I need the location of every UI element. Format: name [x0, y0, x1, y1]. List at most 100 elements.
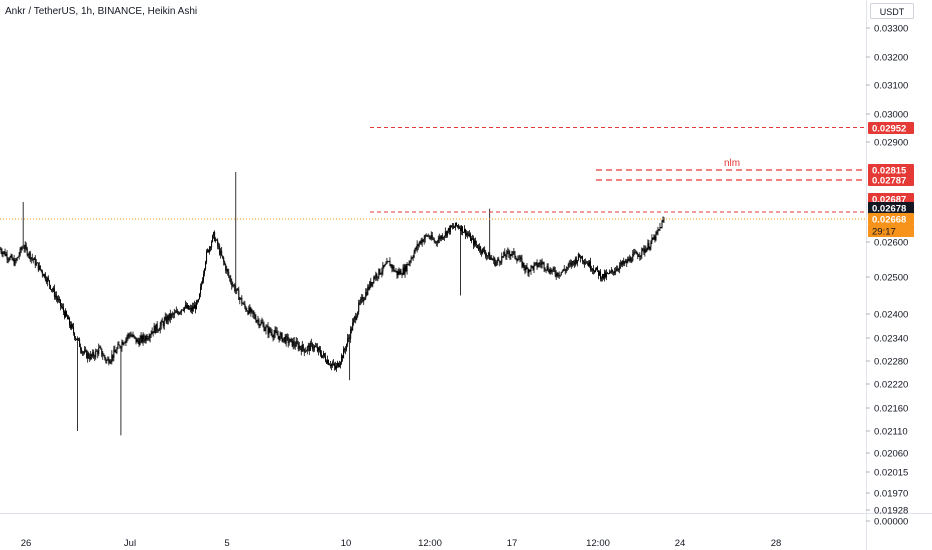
candle-body — [414, 248, 416, 253]
y-tick-label: 0.03100 — [874, 81, 908, 92]
candle-body — [47, 278, 49, 281]
candle-body — [318, 347, 320, 350]
candle-body — [26, 248, 28, 256]
candle-body — [531, 265, 533, 267]
candle-body — [167, 316, 169, 321]
candle-body — [498, 259, 500, 261]
candle-body — [136, 339, 138, 343]
candle-body — [105, 358, 107, 362]
candle-body — [312, 348, 314, 349]
candle-body — [190, 307, 192, 311]
candle-body — [441, 235, 443, 239]
candle-body — [10, 255, 12, 257]
candle-body — [428, 235, 430, 238]
candle-body — [555, 274, 557, 277]
candle-body — [24, 245, 26, 250]
candle-body — [41, 270, 43, 275]
candle-body — [225, 264, 227, 271]
y-tick-label: 0.03300 — [874, 24, 908, 35]
candle-body — [446, 230, 448, 236]
candle-body — [66, 311, 67, 316]
candle-body — [340, 362, 342, 365]
candle-body — [649, 246, 651, 250]
candle-body — [153, 325, 155, 333]
candle-body — [559, 274, 561, 276]
candle-body — [119, 345, 121, 348]
candle-body — [332, 364, 333, 366]
candle-body — [288, 342, 290, 343]
candle-body — [247, 311, 249, 314]
candle-body — [203, 273, 205, 281]
candle-body — [640, 255, 642, 257]
candle-body — [407, 264, 409, 265]
candle-body — [172, 313, 174, 315]
candle-body — [219, 246, 221, 255]
candle-body — [238, 290, 240, 301]
candle-body — [637, 254, 639, 257]
candle-body — [618, 269, 620, 270]
candle-body — [42, 274, 44, 277]
candle-body — [379, 268, 381, 275]
candle-body — [222, 255, 224, 258]
candle-body — [148, 338, 150, 339]
candle-body — [2, 252, 4, 255]
candle-body — [40, 269, 42, 271]
candle-body — [535, 262, 537, 264]
candle-body — [255, 318, 257, 322]
candle-body — [292, 341, 294, 347]
candle-body — [128, 334, 130, 336]
candle-body — [101, 348, 103, 356]
candle-body — [221, 250, 223, 256]
candle-body — [111, 354, 113, 361]
candle-body — [639, 256, 641, 257]
candle-body — [116, 348, 118, 353]
candle-body — [282, 338, 284, 342]
currency-selector-button[interactable]: USDT — [870, 3, 914, 19]
candle-body — [415, 248, 417, 250]
candle-body — [452, 226, 454, 228]
candle-body — [594, 269, 596, 273]
candle-body — [656, 232, 658, 234]
x-tick-label: 12:00 — [418, 538, 442, 549]
candle-body — [258, 320, 260, 326]
candle-body — [112, 354, 114, 358]
candle-body — [250, 309, 252, 313]
candle-body — [197, 299, 199, 302]
candle-body — [87, 353, 89, 359]
candle-body — [386, 261, 388, 264]
candle-body — [595, 267, 597, 270]
candle-body — [435, 241, 437, 243]
candle-body — [557, 272, 559, 276]
price-badge-label: 0.02787 — [872, 176, 906, 187]
candle-body — [115, 352, 117, 353]
candle-body — [262, 323, 264, 325]
candle-body — [532, 266, 534, 270]
candle-body — [146, 336, 148, 340]
candle-body — [492, 258, 494, 261]
candle-body — [230, 277, 232, 283]
candle-body — [346, 343, 348, 350]
candle-body — [558, 275, 560, 276]
candle-body — [294, 345, 296, 347]
candle-body — [184, 304, 186, 308]
candle-body — [62, 307, 64, 312]
candle-body — [420, 240, 422, 244]
candle-body — [651, 237, 653, 242]
candle-body — [433, 239, 435, 242]
candle-body — [15, 259, 17, 261]
candle-body — [166, 316, 168, 323]
candle-body — [311, 343, 313, 349]
candle-body — [141, 335, 143, 342]
candle-body — [270, 331, 272, 333]
candle-body — [314, 346, 316, 347]
candle-body — [217, 239, 219, 246]
candle-body — [265, 326, 267, 330]
candle-body — [360, 299, 362, 303]
candle-body — [130, 335, 132, 337]
candle-body — [458, 227, 460, 229]
candle-body — [289, 338, 291, 343]
candle-body — [338, 362, 340, 367]
candle-body — [352, 322, 354, 331]
